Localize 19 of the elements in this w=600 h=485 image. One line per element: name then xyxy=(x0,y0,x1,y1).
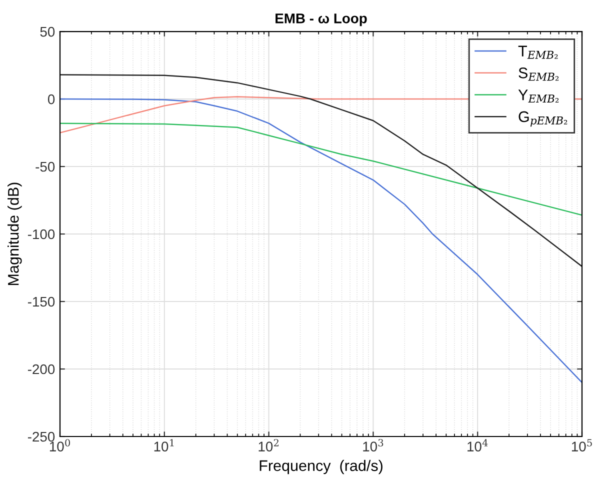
y-tick-label: 50 xyxy=(40,26,55,37)
y-tick-label: 0 xyxy=(48,94,55,104)
y-tick-label: -250 xyxy=(28,432,55,442)
x-tick-label: 10$^{1}$ xyxy=(154,439,174,452)
x-tick-label: 10$^{2}$ xyxy=(258,439,278,452)
x-axis-title: Frequency (rad/s) xyxy=(260,460,382,474)
legend-label: Y$_{EMB₂}$ xyxy=(518,90,559,102)
chart-title: EMB - ω Loop xyxy=(276,14,367,26)
y-tick-label: -100 xyxy=(28,229,55,240)
x-tick-label: 10$^{5}$ xyxy=(572,439,592,452)
x-tick-label: 10$^{4}$ xyxy=(468,439,488,452)
legend-label: T$_{EMB₂}$ xyxy=(518,46,558,59)
y-tick-label: -150 xyxy=(28,296,55,307)
x-tick-label: 10$^{3}$ xyxy=(363,439,384,452)
y-tick-label: -50 xyxy=(36,162,55,172)
legend-label: S$_{EMB₂}$ xyxy=(518,68,559,81)
y-tick-label: -200 xyxy=(28,364,55,374)
legend-label: G$_{pEMB₂}$ xyxy=(518,111,568,127)
y-axis-title: Magnitude (dB) xyxy=(8,182,22,285)
